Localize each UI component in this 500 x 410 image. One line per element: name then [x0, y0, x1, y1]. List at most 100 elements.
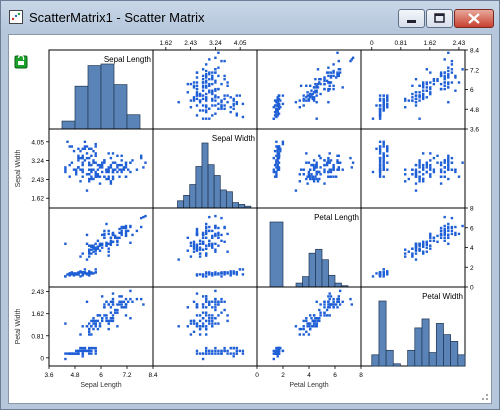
data-point [79, 270, 82, 273]
data-point [81, 163, 84, 167]
matrix-cell-0-3[interactable] [360, 49, 466, 130]
data-point [79, 255, 82, 258]
data-point [98, 166, 102, 169]
data-point [276, 107, 279, 110]
data-point [92, 322, 95, 325]
matrix-cell-0-2[interactable] [256, 49, 362, 130]
data-point [276, 349, 279, 353]
data-point [186, 82, 189, 86]
matrix-cell-1-0[interactable] [48, 128, 154, 209]
matrix-cell-3-1[interactable] [152, 286, 258, 367]
matrix-cell-2-3[interactable] [360, 207, 466, 288]
matrix-cell-1-2[interactable] [256, 128, 362, 209]
bottom-axes: 3.6 4.8 6 7.2 8.4 0 2 4 6 8 [44, 366, 363, 379]
data-point [88, 273, 91, 276]
data-point [277, 107, 281, 110]
histogram-bar [371, 354, 380, 367]
data-point [107, 254, 110, 257]
data-point [217, 87, 220, 91]
data-point [201, 94, 205, 97]
data-point [101, 246, 104, 249]
data-point [195, 231, 199, 235]
data-point [382, 140, 385, 143]
data-point [208, 89, 211, 92]
data-point [307, 322, 311, 325]
data-point [302, 319, 305, 323]
data-point [422, 168, 425, 171]
data-point [314, 89, 317, 92]
matrix-cell-0-1[interactable] [152, 49, 258, 130]
data-point [205, 79, 208, 82]
data-point [329, 175, 333, 178]
data-point [198, 248, 202, 251]
data-point [307, 175, 311, 178]
data-point [378, 115, 382, 119]
data-point [101, 295, 104, 298]
matrix-cell-2-2[interactable]: Petal Length [256, 207, 362, 288]
data-point [205, 333, 208, 336]
data-point [447, 177, 450, 181]
data-point [223, 240, 226, 243]
data-point [201, 241, 205, 244]
data-point [315, 101, 318, 104]
data-point [214, 96, 217, 99]
data-point [81, 168, 84, 171]
data-point [211, 319, 214, 323]
matrix-cell-0-0[interactable]: Sepal Length [48, 49, 154, 130]
data-point [85, 189, 89, 192]
data-point [201, 78, 205, 81]
data-point [131, 233, 134, 237]
lock-icon[interactable] [14, 54, 28, 69]
maximize-button[interactable] [426, 9, 453, 28]
data-point [90, 333, 93, 336]
data-point [90, 175, 93, 178]
data-point [277, 106, 281, 109]
data-point [214, 56, 217, 59]
data-point [241, 273, 245, 276]
matrix-cell-3-0[interactable] [48, 286, 154, 367]
data-point [198, 325, 202, 328]
data-point [96, 175, 100, 178]
data-point [315, 86, 318, 89]
data-point [118, 295, 121, 298]
data-point [220, 82, 223, 86]
data-point [378, 166, 382, 169]
data-point [92, 161, 95, 164]
data-point [276, 109, 279, 112]
data-point [214, 233, 217, 237]
matrix-cell-2-1[interactable] [152, 207, 258, 288]
data-point [273, 163, 277, 167]
data-point [349, 59, 352, 63]
data-point [214, 226, 217, 230]
data-point [120, 154, 123, 157]
matrix-cell-3-2[interactable] [256, 286, 362, 367]
data-point [211, 89, 214, 92]
data-point [422, 81, 425, 84]
data-point [404, 97, 407, 101]
data-point [129, 289, 132, 293]
histogram-bar [428, 352, 437, 367]
data-point [111, 152, 115, 155]
matrix-cell-3-3[interactable]: Petal Width [360, 286, 466, 367]
data-point [198, 109, 202, 112]
matrix-cell-2-0[interactable] [48, 207, 154, 288]
data-point [90, 349, 93, 353]
data-point [79, 156, 82, 160]
minimize-button[interactable] [398, 9, 425, 28]
data-point [116, 166, 119, 169]
data-point [241, 102, 245, 106]
data-point [220, 311, 223, 314]
title-bar[interactable]: ScatterMatrix1 - Scatter Matrix [1, 1, 499, 33]
data-point [337, 59, 340, 63]
data-point [414, 97, 418, 101]
matrix-cell-1-1[interactable]: Sepal Width [152, 128, 258, 209]
data-point [314, 166, 317, 169]
data-point [144, 214, 147, 218]
close-button[interactable] [454, 9, 494, 28]
matrix-cell-1-3[interactable] [360, 128, 466, 209]
data-point [337, 73, 340, 76]
data-point [66, 273, 69, 276]
data-point [439, 87, 443, 91]
resize-grip-icon[interactable] [479, 391, 489, 401]
data-point [310, 317, 313, 320]
